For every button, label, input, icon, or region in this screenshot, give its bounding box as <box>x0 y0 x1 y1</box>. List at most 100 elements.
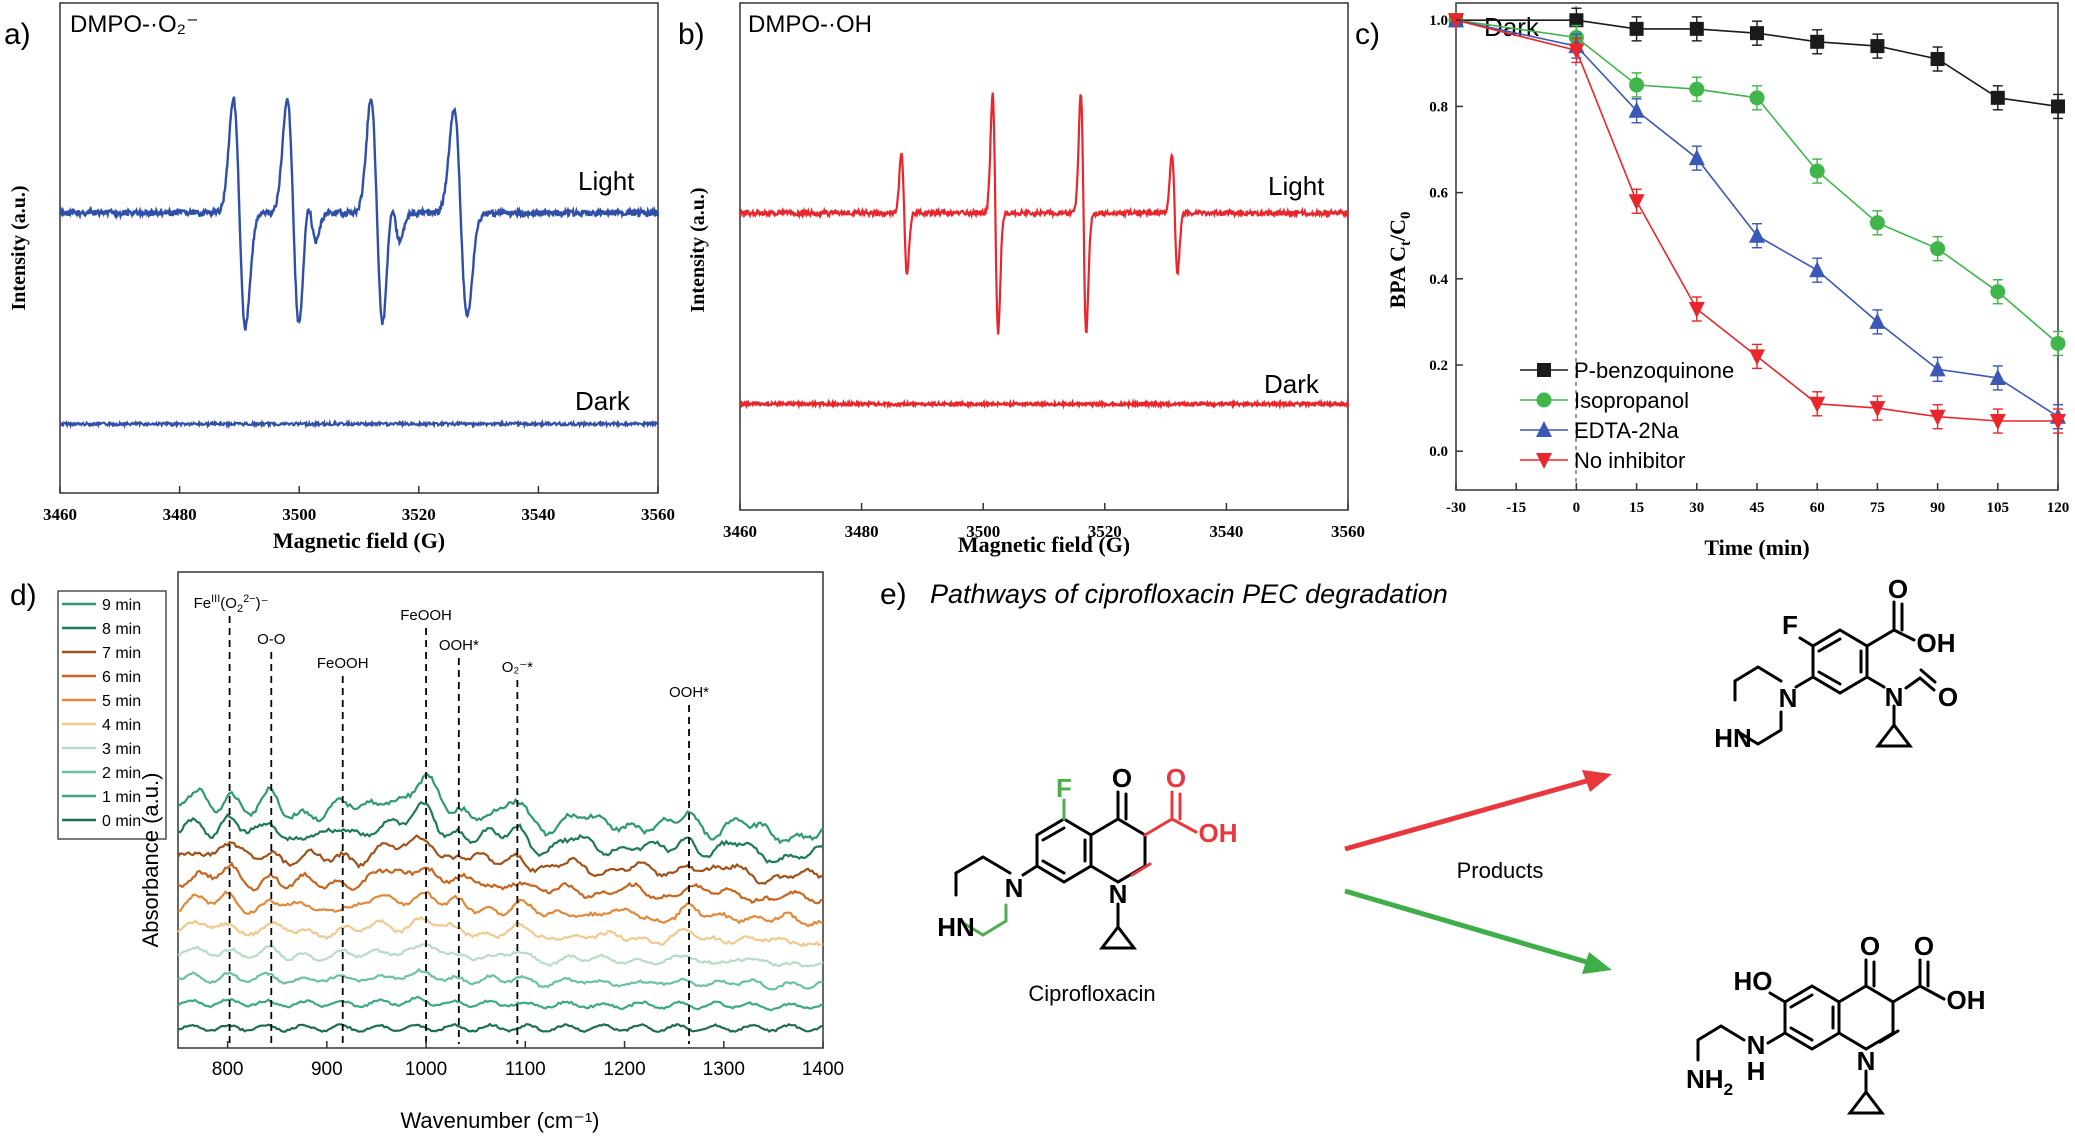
data-point-No inhibitor <box>1628 194 1645 211</box>
p2-ho-bond <box>1768 991 1787 1004</box>
panel-d-xlabel: Wavenumber (cm⁻¹) <box>400 1108 599 1133</box>
legend-label: EDTA-2Na <box>1574 418 1679 443</box>
data-point-Isopropanol <box>1629 77 1645 93</box>
legend-label: 6 min <box>102 669 141 686</box>
cip-piperazine-bottom-green <box>963 919 1008 937</box>
panel-a-xlabel: Magnetic field (G) <box>273 528 445 553</box>
series-line-5 min <box>177 890 823 928</box>
data-point-P-benzoquinone <box>1629 21 1644 36</box>
x-tick-label: 3460 <box>43 505 77 524</box>
data-point-P-benzoquinone <box>1930 52 1945 67</box>
cip-hn-atom: HN <box>937 912 975 942</box>
panel-c-xlabel: Time (min) <box>1704 535 1809 560</box>
p1-acid-oh-atom: OH <box>1917 628 1956 658</box>
x-tick-label: 3500 <box>966 522 1000 541</box>
panel-d-frame <box>177 571 824 1049</box>
peak-label: FeIII(O22−)⁻ <box>194 593 269 615</box>
panel-b-dark-label: Dark <box>1264 369 1320 399</box>
p2-ring-double-bond <box>1878 1029 1900 1044</box>
arrow-to-product-2 <box>1344 888 1591 966</box>
legend-label: 8 min <box>102 621 141 638</box>
x-tick-label: 900 <box>311 1059 343 1080</box>
panel-c-legend: P-benzoquinone Isopropanol EDTA-2Na No inhi… <box>1520 358 1734 473</box>
panel-a-series-light <box>58 96 660 331</box>
p1-piperazine-top <box>1733 665 1783 683</box>
panel-d: d) FeIII(O22−)⁻ O-O FeOOH FeOOH OOH* O₂⁻* OOH*… <box>10 571 844 1133</box>
panel-c-ylabel-sub2: 0 <box>1398 211 1414 219</box>
product-2-structure <box>1696 958 1946 1115</box>
cip-double-bond-1 <box>1041 826 1066 842</box>
data-point-EDTA-2Na <box>1688 149 1705 166</box>
legend-label: 9 min <box>102 597 141 614</box>
data-point-Isopropanol <box>2050 335 2066 351</box>
p2-amine-n-atom: N <box>1747 1030 1766 1060</box>
data-point-Isopropanol <box>1990 284 2006 300</box>
y-tick-label: 0.8 <box>1429 99 1448 115</box>
data-point-EDTA-2Na <box>1628 101 1645 118</box>
data-point-No inhibitor <box>1989 414 2006 431</box>
legend-marker <box>1536 392 1552 408</box>
data-point-P-benzoquinone <box>1569 13 1584 28</box>
panel-b-x-ticks: 3460 3480 3500 3520 3540 3560 <box>723 503 1365 541</box>
data-point-No inhibitor <box>1448 13 1464 30</box>
data-point-EDTA-2Na <box>1809 261 1826 278</box>
panel-e: e) Pathways of ciprofloxacin PEC degrada… <box>880 574 1986 1115</box>
p2-acid-oh-bond <box>1918 984 1946 1001</box>
cip-piperazine-top <box>954 855 1012 875</box>
peak-label-part: Fe <box>194 595 212 612</box>
p1-n-bond <box>1865 675 1886 689</box>
peak-label: FeOOH <box>317 655 369 672</box>
y-tick-label: 0.0 <box>1429 444 1448 460</box>
legend-marker <box>1536 453 1552 469</box>
x-tick-label: 3560 <box>1331 522 1365 541</box>
legend-label: 1 min <box>102 789 141 806</box>
peak-label: O-O <box>257 631 285 648</box>
series-line-4 min <box>177 915 824 948</box>
panel-b-xlabel: Magnetic field (G) <box>958 532 1130 557</box>
legend-label: 7 min <box>102 645 141 662</box>
panel-c-label: c) <box>1355 18 1380 51</box>
data-point-Isopropanol <box>1930 241 1946 257</box>
panel-c-ticks: -30 -15 0 15 30 45 60 75 90 105 120 0.0 0.2 0.4 0.6 0.8… <box>1429 13 2069 516</box>
x-tick-label: 75 <box>1870 500 1885 516</box>
data-point-P-benzoquinone <box>1689 21 1704 36</box>
data-point-Isopropanol <box>1869 215 1885 231</box>
panel-d-legend: 9 min 8 min 7 min 6 min 5 min 4 min 3 min 2 min… <box>57 590 167 840</box>
panel-a-series-dark <box>59 418 659 430</box>
legend-label: 2 min <box>102 765 141 782</box>
p2-acid-o-atom: O <box>1914 931 1934 961</box>
panel-c-ylabel-main: BPA C <box>1385 246 1410 309</box>
panel-c-ylabel-mid: /C <box>1385 219 1410 242</box>
data-point-No inhibitor <box>1749 349 1765 366</box>
peak-label: O₂⁻* <box>502 659 533 676</box>
y-tick-label: 0.2 <box>1429 358 1448 374</box>
p2-ring-n-atom: N <box>1857 1046 1876 1076</box>
peak-label: OOH* <box>439 637 479 654</box>
legend-label: P-benzoquinone <box>1574 358 1734 383</box>
data-point-EDTA-2Na <box>1869 312 1886 329</box>
data-point-No inhibitor <box>1869 401 1886 418</box>
data-point-P-benzoquinone <box>2051 99 2065 114</box>
p1-double-bond-1 <box>1817 637 1842 653</box>
p1-hn-atom: HN <box>1714 723 1752 753</box>
ciprofloxacin-structure <box>954 790 1198 950</box>
data-point-No inhibitor <box>2050 414 2066 431</box>
x-tick-label: 1000 <box>405 1059 447 1080</box>
p1-formyl-double <box>1919 668 1937 684</box>
x-tick-label: 90 <box>1930 500 1945 516</box>
panel-c-ylabel-sub1: t <box>1398 241 1414 246</box>
series-line-7 min <box>177 834 824 885</box>
series-line-EDTA-2Na <box>1455 19 2059 418</box>
x-tick-label: -30 <box>1446 500 1466 516</box>
panel-d-ylabel: Absorbance (a.u.) <box>138 773 163 948</box>
peak-label-part: III <box>211 593 220 605</box>
peak-label: OOH* <box>669 684 709 701</box>
x-tick-label: 3520 <box>402 505 436 524</box>
y-tick-label: 1.0 <box>1429 13 1448 29</box>
panel-c-series <box>1448 7 2066 434</box>
x-tick-label: 1200 <box>603 1059 645 1080</box>
x-tick-label: 15 <box>1629 500 1644 516</box>
x-tick-label: 3460 <box>723 522 757 541</box>
cip-acid-bond <box>1143 817 1174 837</box>
